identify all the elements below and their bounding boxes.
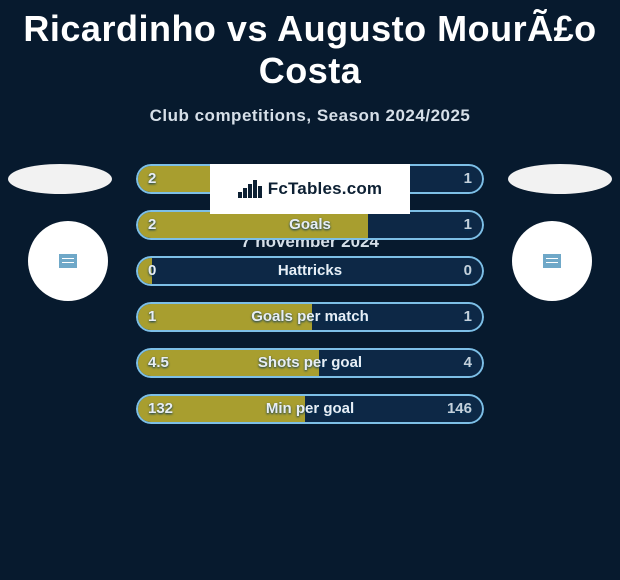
placeholder-icon [543, 254, 561, 268]
stat-row: 21Goals [136, 210, 484, 240]
stat-row: 11Goals per match [136, 302, 484, 332]
subtitle: Club competitions, Season 2024/2025 [0, 106, 620, 126]
stat-row: 132146Min per goal [136, 394, 484, 424]
brand-box: FcTables.com [210, 164, 410, 214]
stat-row: 4.54Shots per goal [136, 348, 484, 378]
stat-label: Min per goal [136, 394, 484, 424]
brand-bars-icon [238, 180, 262, 198]
player-right-ellipse [508, 164, 612, 194]
stat-label: Goals [136, 210, 484, 240]
placeholder-icon [59, 254, 77, 268]
brand-text: FcTables.com [268, 179, 383, 199]
stat-label: Goals per match [136, 302, 484, 332]
player-left-ellipse [8, 164, 112, 194]
player-left-circle [28, 221, 108, 301]
page-title: Ricardinho vs Augusto MourÃ£o Costa [0, 0, 620, 92]
stat-label: Shots per goal [136, 348, 484, 378]
player-right-circle [512, 221, 592, 301]
stat-row: 00Hattricks [136, 256, 484, 286]
stat-label: Hattricks [136, 256, 484, 286]
